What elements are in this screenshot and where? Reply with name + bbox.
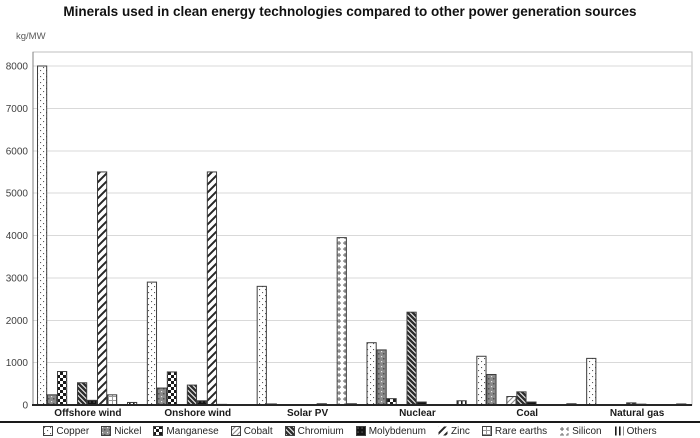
- legend-label: Molybdenum: [368, 425, 426, 437]
- y-tick-label: 6000: [6, 146, 29, 157]
- bars: [37, 65, 687, 406]
- checkerboard-swatch-icon: [153, 426, 164, 436]
- bar-nickel-nuclear: [376, 349, 387, 406]
- bar-copper-coal: [476, 355, 487, 406]
- solid-black-swatch-icon: [355, 426, 366, 436]
- legend-label: Silicon: [572, 425, 602, 437]
- gridlines: [32, 51, 693, 406]
- bar-copper-onshore-wind: [146, 281, 158, 406]
- axis-labels: 0 1000 2000 3000 4000 5000 6000 7000 8000 Offshor…: [6, 62, 665, 420]
- y-tick-label: 0: [22, 401, 28, 412]
- bar-silicon-solar-pv: [336, 237, 347, 406]
- bar-chromium-coal: [516, 391, 527, 406]
- diagonal-dark-swatch-icon: [284, 426, 295, 436]
- vertical-lines-swatch-icon: [614, 426, 624, 436]
- legend-item-nickel: Nickel: [101, 426, 141, 437]
- bar-manganese-onshore-wind: [166, 371, 178, 406]
- plus-marks-swatch-icon: [559, 426, 569, 436]
- legend-label: Others: [626, 425, 657, 437]
- legend-item-manganese: Manganese: [153, 425, 219, 437]
- bar-chromium-nuclear: [406, 311, 417, 406]
- x-category-label: Coal: [516, 408, 538, 419]
- bar-zinc-onshore-wind: [206, 171, 218, 406]
- legend-label: Cobalt: [243, 425, 273, 437]
- x-category-label: Offshore wind: [54, 408, 121, 419]
- bar-nickel-onshore-wind: [156, 387, 168, 406]
- bar-copper-offshore-wind: [37, 65, 48, 406]
- legend-item-copper: Copper: [43, 426, 89, 437]
- y-axis-unit-label: kg/MW: [16, 31, 46, 42]
- legend-label: Manganese: [166, 425, 219, 437]
- legend-item-zinc: Zinc: [438, 426, 470, 437]
- y-tick-label: 5000: [6, 189, 29, 200]
- bar-manganese-nuclear: [386, 398, 397, 406]
- y-tick-label: 2000: [6, 316, 29, 327]
- bar-manganese-offshore-wind: [57, 371, 68, 406]
- legend-label: Copper: [56, 425, 90, 437]
- legend-label: Nickel: [114, 425, 142, 437]
- bar-zinc-offshore-wind: [97, 171, 108, 406]
- legend-item-others: Others: [614, 426, 657, 437]
- grid-light-swatch-icon: [481, 426, 492, 436]
- legend-item-molybdenum: Molybdenum: [355, 425, 426, 437]
- bar-rare-earths-offshore-wind: [107, 394, 118, 406]
- bar-copper-nuclear: [366, 342, 377, 406]
- bar-chart-plot: 0 1000 2000 3000 4000 5000 6000 7000 8000 Offshor…: [6, 51, 693, 420]
- x-category-label: Onshore wind: [164, 408, 231, 419]
- legend-item-rare-earths: Rare earths: [481, 425, 548, 437]
- bar-nickel-offshore-wind: [47, 394, 58, 406]
- bar-cobalt-coal: [506, 396, 517, 406]
- diagonal-stripes-wide-swatch-icon: [438, 426, 448, 436]
- bottom-separator-line: [0, 421, 700, 423]
- y-tick-label: 7000: [6, 104, 29, 115]
- bar-chromium-onshore-wind: [186, 384, 198, 406]
- y-tick-label: 3000: [6, 273, 29, 284]
- y-tick-label: 1000: [6, 358, 29, 369]
- legend-label: Chromium: [297, 425, 344, 437]
- x-category-label: Solar PV: [287, 408, 328, 419]
- bar-nickel-coal: [486, 373, 497, 406]
- chart-title: Minerals used in clean energy technologi…: [63, 4, 637, 19]
- legend-label: Zinc: [450, 425, 470, 437]
- legend-item-cobalt: Cobalt: [230, 425, 273, 437]
- dots-dark-swatch-icon: [101, 426, 112, 436]
- chart-legend: Copper Nickel Manganese Cobalt Chromium Molyb…: [0, 424, 700, 438]
- dots-light-swatch-icon: [43, 426, 54, 436]
- x-category-label: Natural gas: [610, 408, 665, 419]
- y-tick-label: 4000: [6, 231, 29, 242]
- legend-item-chromium: Chromium: [284, 425, 344, 437]
- legend-item-silicon: Silicon: [559, 425, 602, 437]
- diagonal-light-swatch-icon: [230, 426, 241, 436]
- x-category-label: Nuclear: [399, 408, 436, 419]
- bar-copper-natural-gas: [586, 357, 597, 406]
- bar-copper-solar-pv: [256, 285, 267, 406]
- y-tick-label: 8000: [6, 62, 29, 73]
- bar-chromium-offshore-wind: [77, 382, 88, 406]
- legend-label: Rare earths: [494, 425, 548, 437]
- axes: [32, 52, 692, 406]
